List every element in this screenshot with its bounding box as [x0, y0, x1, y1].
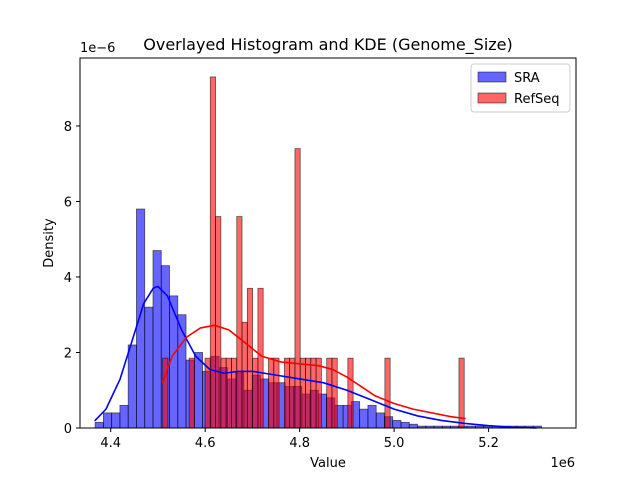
x-offset-label: 1e6: [550, 456, 575, 471]
histogram-bar: [246, 287, 254, 429]
histogram-bar: [193, 352, 203, 429]
x-tick-label: 4.8: [289, 436, 310, 451]
histogram-bar: [408, 423, 418, 429]
kde-line-refseq: [161, 324, 466, 420]
histogram-bar: [294, 148, 301, 429]
histogram-bar: [257, 287, 264, 429]
histogram-bar: [375, 412, 385, 429]
histogram-bar: [231, 357, 238, 429]
y-tick-label: 6: [64, 195, 72, 210]
histogram-bar: [215, 216, 222, 429]
legend-label-refseq: RefSeq: [514, 92, 560, 107]
histogram-bar: [144, 306, 154, 429]
histogram-bar: [241, 321, 248, 429]
histogram-bar: [359, 408, 369, 429]
histogram-bar: [136, 208, 146, 429]
chart-title: Overlayed Histogram and KDE (Genome_Size…: [143, 35, 513, 55]
y-axis-label: Density: [42, 218, 57, 268]
histogram-bar: [220, 357, 227, 429]
histogram-bar: [367, 404, 377, 429]
histogram-bar: [268, 357, 275, 429]
histogram-bar: [119, 404, 129, 429]
histogram-bar: [102, 412, 113, 429]
legend: SRA RefSeq: [470, 63, 571, 113]
x-axis-label: Value: [310, 456, 346, 471]
histogram-bar: [283, 357, 291, 429]
histogram-bar: [384, 357, 391, 429]
histogram-bar: [152, 250, 162, 429]
y-tick-label: 4: [64, 271, 72, 286]
histogram-bar: [209, 76, 216, 429]
x-tick-label: 4.6: [195, 436, 216, 451]
histogram-bar: [392, 420, 402, 429]
legend-label-sra: SRA: [514, 71, 540, 86]
histogram-bar: [315, 357, 322, 429]
y-tick-label: 8: [64, 120, 72, 135]
histogram-bar: [188, 357, 195, 429]
y-tick-label: 2: [64, 346, 72, 361]
legend-swatch-sra: [477, 71, 507, 83]
y-offset-label: 1e−6: [80, 41, 115, 56]
kde-line-sra: [94, 285, 537, 429]
histogram-bar: [127, 344, 137, 429]
axes: 4.4 4.6 4.8 5.0 5.2 0 2 4 6 8: [64, 57, 577, 451]
histogram-bar: [94, 421, 104, 429]
legend-swatch-refseq: [477, 92, 507, 104]
histogram-bar: [252, 357, 259, 429]
axes-frame: [79, 57, 577, 429]
histogram-bar: [111, 412, 121, 429]
x-tick-label: 5.2: [478, 436, 499, 451]
histogram-bar: [273, 357, 280, 429]
y-tick-label: 0: [64, 422, 72, 437]
histogram-bar: [236, 216, 243, 429]
x-tick-label: 5.0: [384, 436, 405, 451]
histogram-bar: [299, 357, 306, 429]
histogram-bar: [331, 357, 338, 429]
histogram-bar: [225, 357, 232, 429]
histogram-bar: [310, 357, 317, 429]
histogram-bar: [305, 357, 312, 429]
x-tick-label: 4.4: [100, 436, 121, 451]
histogram-bar: [400, 421, 410, 429]
histogram-bar: [289, 357, 296, 429]
